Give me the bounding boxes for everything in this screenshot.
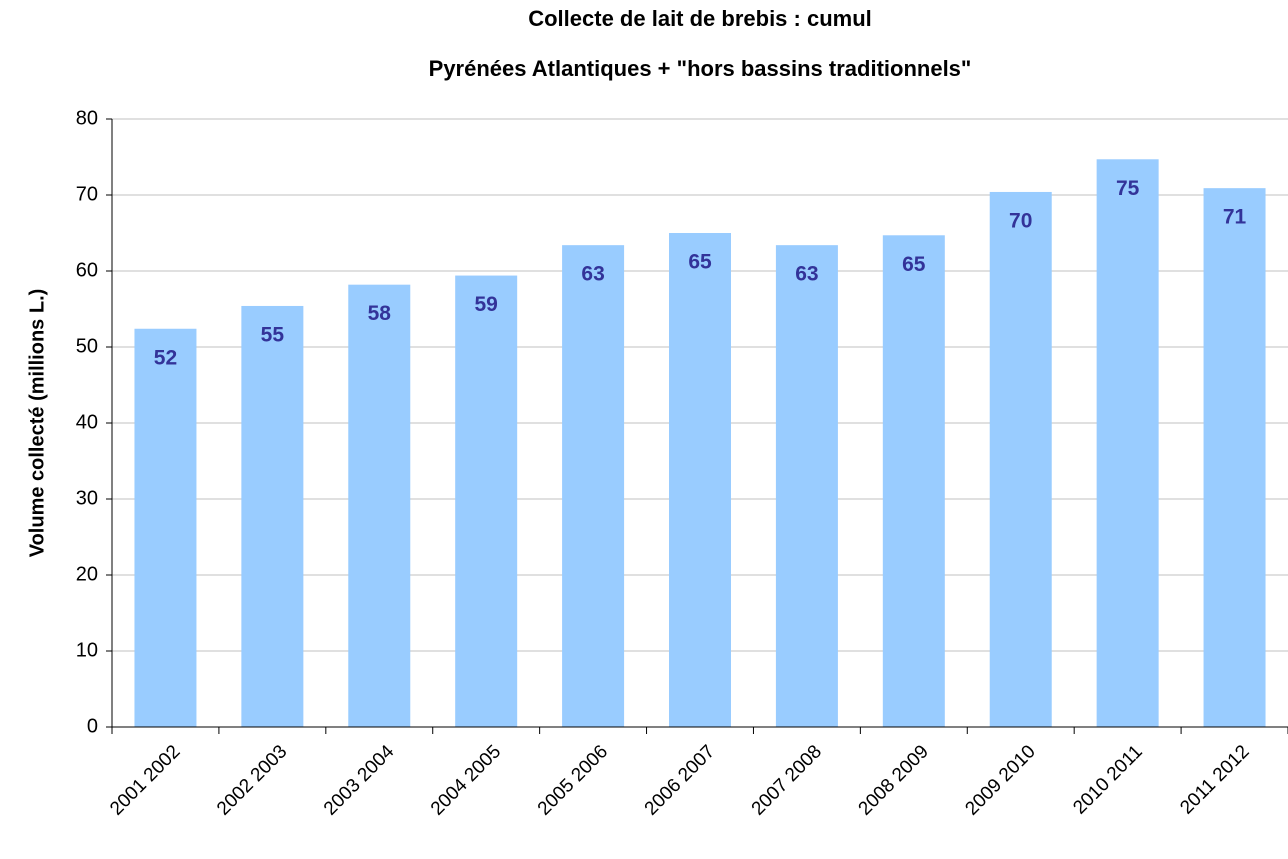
data-label: 65 [688,251,712,274]
x-tick-label: 2003 2004 [320,741,399,820]
bar [348,284,411,727]
y-tick-label: 50 [76,335,98,357]
data-label: 58 [368,302,392,325]
y-tick-label: 0 [87,715,98,737]
data-label: 59 [475,293,498,316]
x-tick-label: 2007 2008 [748,741,826,819]
bar [669,233,731,727]
bar [775,245,838,727]
data-label: 52 [154,346,177,369]
chart-title: Collecte de lait de brebis : cumul [528,6,872,31]
y-tick-label: 30 [76,487,98,509]
x-tick-label: 2002 2003 [213,741,291,819]
bar [1203,188,1266,727]
y-tick-label: 10 [76,639,98,661]
bar [241,305,304,727]
y-tick-label: 20 [76,563,98,585]
bar [1096,159,1159,727]
x-tick-label: 2006 2007 [641,741,719,819]
bar [134,328,197,727]
bar [989,191,1052,727]
bar [455,275,518,727]
x-tick-label: 2001 2002 [106,741,184,819]
chart-subtitle: Pyrénées Atlantiques + "hors bassins tra… [429,56,972,81]
bar [562,245,625,727]
y-tick-label: 60 [76,259,98,281]
x-tick-label: 2004 2005 [427,741,505,819]
y-tick-label: 80 [76,107,98,129]
data-label: 65 [902,253,926,276]
data-label: 75 [1116,177,1140,200]
x-tick-label: 2011 2012 [1176,741,1253,818]
y-tick-label: 40 [76,411,98,433]
y-tick-label: 70 [76,183,98,205]
data-label: 70 [1009,210,1032,233]
data-label: 55 [261,324,285,347]
x-tick-label: 2005 2006 [534,741,612,819]
data-label: 63 [581,263,604,286]
bar [882,235,945,727]
x-tick-label: 2010 2011 [1069,741,1146,818]
data-label: 71 [1223,206,1247,229]
y-axis-label: Volume collecté (millions L.) [26,289,48,558]
x-tick-label: 2009 2010 [961,741,1039,819]
x-tick-label: 2008 2009 [855,741,933,819]
data-label: 63 [795,263,818,286]
